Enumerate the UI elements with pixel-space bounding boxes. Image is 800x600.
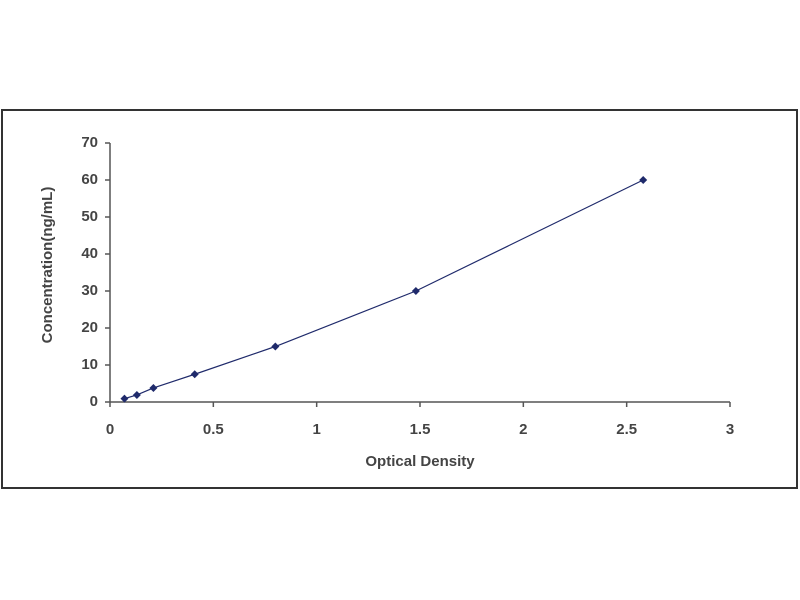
y-tick-label: 0 [90, 393, 98, 410]
x-tick-label: 0.5 [203, 421, 224, 438]
data-point [149, 383, 158, 392]
y-tick-label: 40 [81, 245, 98, 262]
x-tick-label: 3 [726, 421, 734, 438]
x-tick-label: 1 [312, 421, 320, 438]
data-point [411, 287, 420, 295]
data-point [190, 370, 199, 379]
y-tick-label: 10 [81, 356, 98, 373]
y-tick-label: 50 [81, 208, 98, 225]
y-tick-label: 20 [81, 319, 98, 336]
data-point [120, 394, 129, 403]
x-tick-label: 2 [519, 421, 527, 438]
x-tick-label: 0 [106, 421, 114, 438]
y-axis-title: Concentration(ng/mL) [39, 187, 56, 344]
x-tick-label: 1.5 [410, 421, 431, 438]
y-tick-label: 70 [81, 134, 98, 151]
data-point [271, 342, 280, 351]
data-point [639, 176, 648, 184]
y-tick-label: 60 [81, 171, 98, 188]
chart-frame [1, 109, 798, 489]
x-tick-label: 2.5 [616, 421, 637, 438]
data-point [132, 390, 141, 399]
y-tick-label: 30 [81, 282, 98, 299]
x-axis-title: Optical Density [365, 453, 475, 470]
